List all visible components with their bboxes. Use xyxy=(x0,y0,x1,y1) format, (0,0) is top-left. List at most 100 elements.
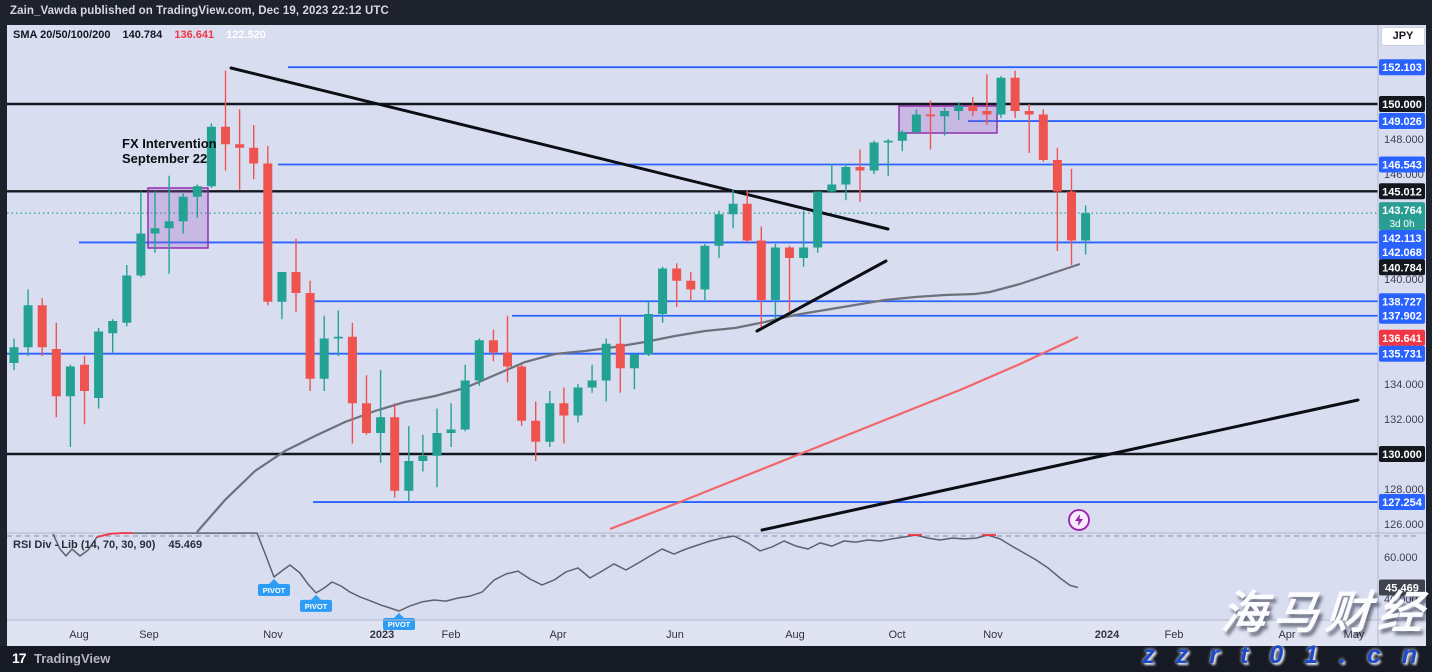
candle xyxy=(503,315,512,383)
price-tag-152.103: 152.103 xyxy=(1379,59,1425,76)
candle xyxy=(841,163,851,201)
pivot-badge-label: PIVOT xyxy=(263,586,286,595)
candle xyxy=(446,403,456,447)
consolidation-box-1[interactable] xyxy=(147,187,209,249)
candle xyxy=(770,244,780,320)
pivot-marker[interactable]: PIVOT xyxy=(383,612,415,630)
indicator-legend[interactable]: SMA 20/50/100/200 140.784 136.641 122.52… xyxy=(13,29,266,41)
candle-body xyxy=(869,142,879,171)
candle xyxy=(432,408,442,488)
candle xyxy=(728,189,738,229)
pivot-badge-label: PIVOT xyxy=(305,602,328,611)
tradingview-brand[interactable]: TradingView xyxy=(34,651,111,666)
rsi-divergence-mark xyxy=(96,532,133,538)
candle-body xyxy=(376,417,386,433)
fx-intervention-annotation[interactable]: FX Intervention September 22 xyxy=(122,136,217,166)
candle-body xyxy=(51,349,61,397)
rsi-tag-text: 45.469 xyxy=(1385,583,1419,595)
tradingview-logo-icon[interactable]: 17 xyxy=(12,650,27,666)
candle xyxy=(221,70,230,171)
price-tag-countdown: 3d 0h xyxy=(1389,219,1414,230)
candle-body xyxy=(954,105,964,111)
candle xyxy=(559,387,569,444)
candle xyxy=(658,266,668,323)
candle-body xyxy=(362,403,371,433)
candle xyxy=(108,319,118,353)
pivot-marker[interactable]: PIVOT xyxy=(300,594,332,612)
price-tag-text: 140.784 xyxy=(1382,262,1423,274)
pivot-badge-label: PIVOT xyxy=(388,620,411,629)
candle-body xyxy=(277,272,287,302)
candle xyxy=(714,210,724,258)
rsi-indicator-legend[interactable]: RSI Div - Lib (14, 70, 30, 90) 45.469 xyxy=(13,539,202,551)
price-axis-label: 140.000 xyxy=(1384,274,1424,286)
candle-body xyxy=(756,240,766,300)
candle xyxy=(235,109,245,190)
candle xyxy=(940,107,950,136)
candle xyxy=(1067,168,1076,265)
candle-body xyxy=(996,77,1006,115)
candle-body xyxy=(615,343,625,369)
candle xyxy=(883,139,893,176)
trendline-3[interactable] xyxy=(760,398,1360,532)
price-tag-text: 136.641 xyxy=(1382,333,1422,345)
fx-annotation-line1: FX Intervention xyxy=(122,136,217,151)
pivot-marker[interactable]: PIVOT xyxy=(258,578,290,596)
candle xyxy=(488,329,498,362)
candle-body xyxy=(319,338,329,379)
rsi-tag-bg xyxy=(1379,579,1425,596)
candle-body xyxy=(347,336,357,404)
price-tag-142.068: 142.068 xyxy=(1379,243,1425,260)
candle xyxy=(601,338,611,402)
rsi-legend-label: RSI Div - Lib (14, 70, 30, 90) xyxy=(13,539,156,551)
candle xyxy=(418,434,428,472)
candle xyxy=(686,272,696,300)
candle-body xyxy=(178,196,188,222)
time-axis-label-Jun: Jun xyxy=(666,629,684,641)
rsi-line xyxy=(52,532,1079,612)
candle-body xyxy=(432,433,442,456)
fx-annotation-line2: September 22 xyxy=(122,151,208,166)
price-tag-text: 142.113 xyxy=(1382,233,1421,245)
sma50-value: 136.641 xyxy=(174,29,215,41)
time-axis-label-May: May xyxy=(1344,629,1365,641)
candle xyxy=(23,289,33,356)
time-axis-label-Apr: Apr xyxy=(1278,629,1295,641)
candle xyxy=(51,322,61,418)
pivot-badge[interactable] xyxy=(383,617,415,630)
candle xyxy=(968,97,978,117)
chart-background[interactable] xyxy=(0,25,1432,646)
candle xyxy=(700,244,710,300)
price-tag-bg xyxy=(1379,494,1425,511)
candle xyxy=(474,338,484,386)
candle-body xyxy=(855,167,865,171)
publisher-text: Zain_Vawda published on TradingView.com,… xyxy=(10,5,389,17)
price-tag-text: 146.543 xyxy=(1382,159,1422,171)
time-axis-strip[interactable] xyxy=(0,620,1432,646)
candle-body xyxy=(587,380,597,388)
candle-body xyxy=(517,366,527,421)
candle xyxy=(9,338,19,370)
price-tag-145.012: 145.012 xyxy=(1379,183,1425,200)
candle-body xyxy=(686,280,696,290)
price-tag-127.254: 127.254 xyxy=(1379,494,1425,511)
candle xyxy=(206,123,216,188)
candle-body xyxy=(785,247,794,258)
price-tag-138.727: 138.727 xyxy=(1379,293,1425,310)
flash-idea-icon[interactable] xyxy=(1068,509,1090,531)
price-tag-text: 150.000 xyxy=(1382,99,1422,111)
price-tag-142.113: 142.113 xyxy=(1379,230,1425,247)
candle xyxy=(460,364,470,432)
candle xyxy=(587,364,597,393)
currency-toggle-button[interactable]: JPY xyxy=(1381,27,1425,46)
candle-body xyxy=(164,221,174,229)
candle-body xyxy=(150,228,160,234)
candle-body xyxy=(742,203,752,241)
candle xyxy=(305,280,315,391)
trendline-1[interactable] xyxy=(229,66,890,231)
pivot-badge[interactable] xyxy=(300,599,332,612)
pivot-badge[interactable] xyxy=(258,583,290,596)
candle-body xyxy=(1024,111,1034,115)
trendline-2[interactable] xyxy=(755,259,888,333)
